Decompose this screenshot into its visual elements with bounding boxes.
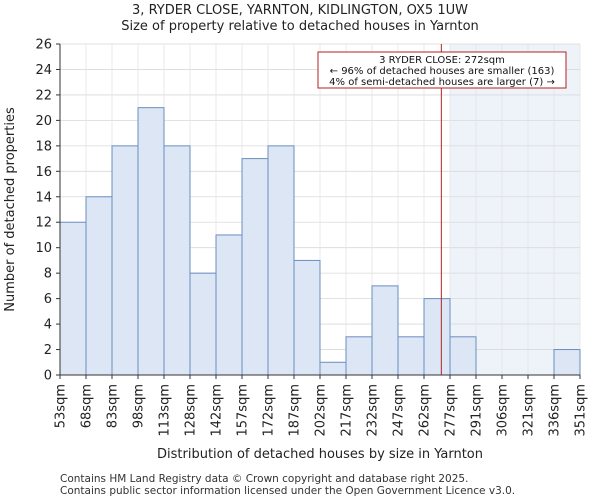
x-tick-label: 68sqm: [80, 384, 95, 428]
x-tick-label: 113sqm: [158, 384, 173, 437]
y-tick-label: 24: [35, 63, 52, 78]
footer-copyright: Contains HM Land Registry data © Crown c…: [60, 473, 469, 485]
y-tick-label: 6: [44, 292, 52, 307]
chart-title-subtitle: Size of property relative to detached ho…: [121, 19, 479, 34]
bar: [267, 145, 295, 376]
x-tick-label: 336sqm: [548, 384, 563, 437]
x-tick-label: 321sqm: [522, 384, 537, 437]
bar: [345, 336, 373, 376]
y-tick-label: 0: [44, 369, 52, 384]
highlight-region: [450, 44, 580, 375]
x-tick-label: 247sqm: [392, 384, 407, 437]
y-axis-label: Number of detached properties: [3, 107, 18, 312]
chart-title-address: 3, RYDER CLOSE, YARNTON, KIDLINGTON, OX5…: [132, 3, 468, 18]
x-tick-label: 142sqm: [210, 384, 225, 437]
x-tick-label: 232sqm: [366, 384, 381, 437]
annotation-box: [317, 51, 567, 89]
x-tick-label: 187sqm: [288, 384, 303, 437]
y-tick-label: 20: [35, 114, 52, 129]
x-tick-label: 217sqm: [340, 384, 355, 437]
bar: [423, 298, 451, 376]
x-tick-label: 98sqm: [132, 384, 147, 428]
y-tick-label: 22: [35, 88, 52, 103]
bar: [111, 145, 139, 376]
annotation-line-1: 3 RYDER CLOSE: 272sqm: [379, 55, 505, 66]
bar: [319, 361, 347, 376]
y-tick-label: 26: [35, 38, 52, 53]
y-tick-label: 14: [35, 190, 52, 205]
x-tick-label: 351sqm: [574, 384, 589, 437]
x-tick-label: 128sqm: [184, 384, 199, 437]
annotation-line-2: ← 96% of detached houses are smaller (16…: [330, 66, 555, 77]
x-tick-label: 277sqm: [444, 384, 459, 437]
x-tick-label: 262sqm: [418, 384, 433, 437]
bar: [371, 285, 399, 376]
y-tick-label: 8: [44, 267, 52, 282]
y-tick-label: 4: [44, 318, 52, 333]
x-tick-label: 53sqm: [54, 384, 69, 428]
bar: [137, 107, 165, 376]
y-tick-label: 12: [35, 216, 52, 231]
bar: [59, 221, 87, 376]
bar: [449, 336, 477, 376]
bar: [241, 158, 269, 376]
x-tick-label: 83sqm: [106, 384, 121, 428]
footer-licence: Contains public sector information licen…: [60, 485, 516, 497]
bar: [163, 145, 191, 376]
x-tick-label: 157sqm: [236, 384, 251, 437]
x-tick-label: 202sqm: [314, 384, 329, 437]
bar: [85, 196, 113, 376]
y-tick-label: 16: [35, 165, 52, 180]
bar: [189, 272, 217, 376]
x-tick-label: 291sqm: [470, 384, 485, 437]
bar: [293, 259, 321, 376]
x-tick-label: 172sqm: [262, 384, 277, 437]
x-axis-label: Distribution of detached houses by size …: [157, 447, 483, 462]
bar: [397, 336, 425, 376]
annotation-line-3: 4% of semi-detached houses are larger (7…: [329, 77, 555, 88]
y-tick-label: 18: [35, 139, 52, 154]
y-tick-label: 2: [44, 343, 52, 358]
y-tick-label: 10: [35, 241, 52, 256]
bar: [215, 234, 243, 376]
bar: [553, 349, 581, 376]
x-tick-label: 306sqm: [496, 384, 511, 437]
